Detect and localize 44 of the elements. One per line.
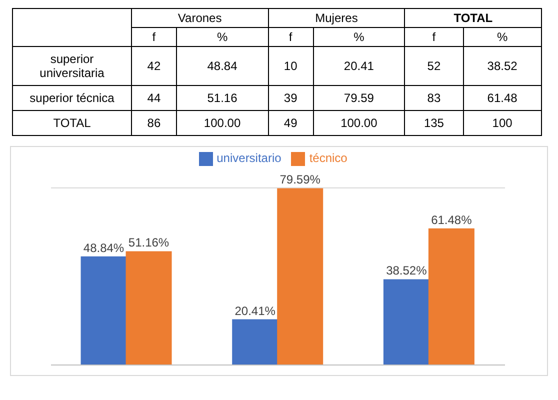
category-label: superior universitaria (40, 52, 104, 80)
text: 83 (427, 91, 441, 105)
bar (277, 188, 324, 365)
text: 100 (492, 116, 512, 130)
text: f (152, 30, 156, 44)
text: 100.00 (340, 116, 378, 130)
text: % (496, 30, 508, 44)
text: 49 (284, 116, 298, 130)
text: f (288, 30, 292, 44)
text: f (432, 30, 436, 44)
text: 42 (147, 59, 161, 73)
text: 79.59 (344, 91, 374, 105)
bar (232, 319, 278, 365)
text: 52 (427, 59, 441, 73)
data-label: 38.52% (386, 264, 428, 278)
bar (428, 228, 474, 365)
text: 61.48 (487, 91, 518, 105)
text: 44 (147, 91, 161, 105)
legend-label: técnico (309, 151, 348, 165)
category-label: Varones (132, 8, 268, 28)
category-label: superior técnica (30, 91, 114, 105)
data-label: 79.59% (280, 172, 321, 187)
text: 38.52 (487, 59, 518, 73)
legend-label: universitario (216, 151, 282, 165)
text: 86 (147, 116, 161, 130)
category-label: TOTAL (404, 8, 542, 28)
category-label: TOTAL (53, 116, 91, 130)
text: 10 (284, 59, 298, 73)
bar (80, 256, 127, 365)
text: % (216, 30, 228, 44)
text: 48.84 (207, 59, 238, 73)
text: % (354, 30, 364, 44)
data-label: 51.16% (128, 236, 170, 250)
data-label: 20.41% (234, 304, 276, 318)
bar (383, 279, 430, 365)
text: 20.41 (344, 59, 374, 73)
data-label: 61.48% (431, 212, 472, 227)
text: 39 (284, 91, 298, 105)
text: 100.00 (204, 116, 241, 130)
text: 135 (424, 116, 444, 130)
data-label: 48.84% (83, 240, 124, 255)
text: 51.16 (207, 91, 238, 105)
bar (126, 251, 172, 365)
category-label: Mujeres (268, 8, 405, 28)
